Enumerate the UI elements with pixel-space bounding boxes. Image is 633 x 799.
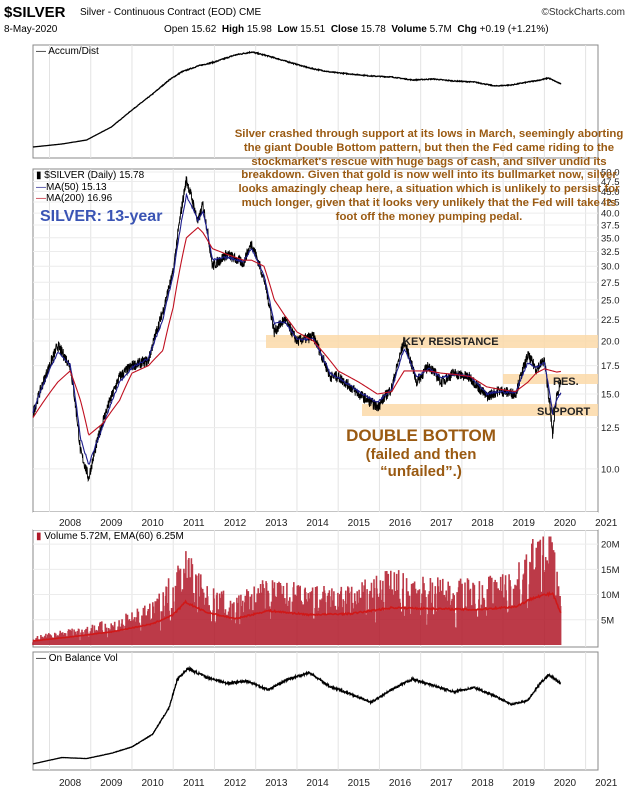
volume-legend: ▮ Volume 5.72M, EMA(60) 6.25M [36, 531, 184, 542]
price-x-tick-label: 2021 [595, 518, 618, 529]
price-x-tick-label: 2017 [430, 518, 453, 529]
price-x-tick-label: 2019 [513, 518, 536, 529]
volume-y-tick-label: 5M [601, 615, 614, 626]
price-y-tick-label: 27.5 [601, 278, 620, 289]
obv-x-tick-label: 2017 [430, 778, 453, 789]
price-x-tick-label: 2016 [389, 518, 412, 529]
price-x-tick-label: 2014 [306, 518, 329, 529]
obv-legend: — On Balance Vol [36, 653, 118, 664]
key-resistance-label: KEY RESISTANCE [403, 336, 499, 348]
obv-x-tick-label: 2018 [471, 778, 494, 789]
ma200-line [32, 226, 561, 436]
commentary-annotation: Silver crashed through support at its lo… [234, 128, 624, 223]
price-series-line [32, 176, 562, 483]
obv-x-tick-label: 2013 [265, 778, 288, 789]
volume-y-tick-label: 15M [601, 565, 620, 576]
price-x-tick-label: 2012 [224, 518, 247, 529]
accum-legend: — Accum/Dist [36, 46, 99, 57]
accum-panel [32, 44, 599, 159]
price-xaxis-band [33, 512, 598, 530]
support-label: SUPPORT [537, 406, 590, 418]
price-x-tick-label: 2018 [471, 518, 494, 529]
double-bottom-annotation: DOUBLE BOTTOM (failed and then “unfailed… [346, 426, 496, 480]
price-y-tick-label: 20.0 [601, 337, 620, 348]
obv-x-tick-label: 2019 [513, 778, 536, 789]
chart-title-annotation: SILVER: 13-year [40, 208, 163, 225]
symbol-description: Silver - Continuous Contract (EOD) CME [80, 7, 262, 18]
obv-line [32, 665, 562, 765]
obv-x-tick-label: 2020 [554, 778, 577, 789]
obv-x-tick-label: 2011 [183, 778, 205, 789]
price-x-tick-label: 2009 [100, 518, 123, 529]
obv-panel [32, 651, 599, 771]
symbol: $SILVER [4, 4, 66, 21]
price-y-tick-label: 15.0 [601, 390, 620, 401]
price-y-tick-label: 47.5 [601, 177, 620, 188]
support-zone [362, 404, 598, 416]
obv-x-tick-label: 2009 [100, 778, 123, 789]
price-y-tick-label: 40.0 [601, 209, 620, 220]
volume-y-tick-label: 20M [601, 540, 620, 551]
volume-y-tick-label: 10M [601, 590, 620, 601]
price-y-tick-label: 37.5 [601, 221, 620, 232]
obv-x-tick-label: 2012 [224, 778, 247, 789]
res-zone [503, 374, 598, 384]
price-y-tick-label: 25.0 [601, 295, 620, 306]
volume-bars [32, 536, 562, 645]
chart-date: 8-May-2020 [4, 24, 58, 35]
price-y-tick-label: 32.5 [601, 247, 620, 258]
accum-dist-line [32, 50, 562, 148]
candles-icon: ▮ [36, 170, 42, 181]
volume-ema-line [32, 590, 562, 642]
ma50-line [32, 192, 562, 466]
price-y-tick-label: 45.0 [601, 187, 620, 198]
price-x-tick-label: 2020 [554, 518, 577, 529]
price-y-tick-label: 10.0 [601, 464, 620, 475]
source-credit[interactable]: ©StockCharts.com [541, 7, 625, 18]
price-y-tick-label: 35.0 [601, 233, 620, 244]
ohlc-readout: Open 15.62 High 15.98 Low 15.51 Close 15… [164, 24, 549, 35]
ma50-legend: —MA(50) 15.13 [36, 182, 107, 193]
price-x-tick-label: 2010 [141, 518, 164, 529]
price-x-tick-label: 2008 [59, 518, 82, 529]
chart-header: $SILVER Silver - Continuous Contract (EO… [4, 4, 629, 40]
obv-x-tick-label: 2014 [306, 778, 329, 789]
price-x-tick-label: 2011 [183, 518, 205, 529]
price-legend: ▮ $SILVER (Daily) 15.78 [36, 170, 145, 181]
price-y-tick-label: 50.0 [601, 168, 620, 179]
obv-x-tick-label: 2015 [348, 778, 371, 789]
obv-x-tick-label: 2016 [389, 778, 412, 789]
price-x-tick-label: 2015 [348, 518, 371, 529]
key-resistance-zone [266, 335, 598, 348]
price-x-tick-label: 2013 [265, 518, 288, 529]
obv-x-tick-label: 2021 [595, 778, 618, 789]
price-y-tick-label: 42.5 [601, 197, 620, 208]
price-y-tick-label: 12.5 [601, 423, 620, 434]
obv-x-tick-label: 2010 [141, 778, 164, 789]
price-y-tick-label: 22.5 [601, 315, 620, 326]
price-y-tick-label: 30.0 [601, 262, 620, 273]
price-y-tick-label: 17.5 [601, 361, 620, 372]
ma200-legend: —MA(200) 16.96 [36, 193, 113, 204]
res-label: RES. [553, 376, 579, 388]
obv-x-tick-label: 2008 [59, 778, 82, 789]
